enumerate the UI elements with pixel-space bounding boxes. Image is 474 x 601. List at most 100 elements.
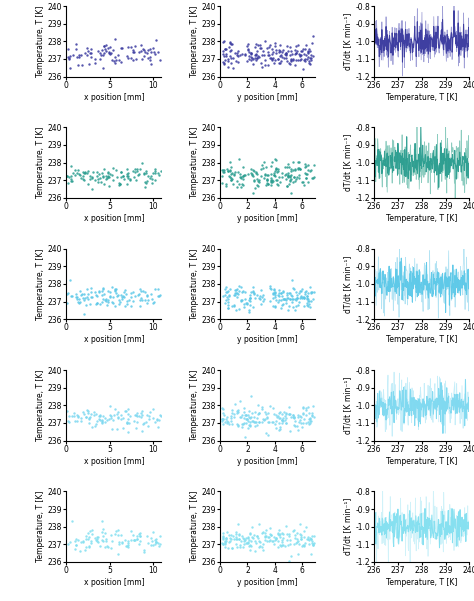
Point	[257, 299, 264, 309]
Point	[270, 284, 278, 294]
Point	[127, 293, 135, 302]
Point	[300, 541, 307, 551]
Point	[95, 287, 103, 297]
Point	[299, 64, 307, 73]
Point	[300, 415, 308, 424]
Point	[248, 170, 256, 180]
Point	[249, 302, 257, 311]
Point	[305, 296, 313, 306]
Point	[274, 536, 282, 546]
Point	[221, 284, 228, 293]
Point	[142, 178, 149, 188]
Point	[97, 299, 104, 309]
Point	[268, 55, 275, 64]
Point	[118, 172, 125, 182]
Point	[219, 165, 227, 174]
Point	[64, 44, 72, 54]
Point	[111, 284, 119, 294]
Point	[137, 528, 144, 538]
X-axis label: Temperature, T [K]: Temperature, T [K]	[386, 93, 457, 102]
Point	[155, 168, 162, 178]
Point	[246, 421, 254, 431]
Point	[221, 297, 228, 307]
Point	[155, 422, 162, 432]
Point	[306, 58, 313, 68]
Point	[287, 174, 295, 183]
Y-axis label: Temperature, T [K]: Temperature, T [K]	[190, 127, 199, 198]
Point	[264, 408, 272, 418]
Point	[301, 293, 308, 302]
Point	[125, 404, 132, 413]
Point	[246, 529, 254, 538]
Point	[107, 48, 115, 58]
Point	[285, 556, 292, 566]
Point	[260, 157, 268, 166]
Point	[304, 296, 312, 306]
Point	[264, 532, 272, 542]
Point	[85, 542, 93, 552]
Point	[274, 180, 282, 190]
Y-axis label: Temperature, T [K]: Temperature, T [K]	[190, 491, 199, 563]
Point	[240, 538, 248, 548]
Point	[227, 58, 235, 68]
Point	[66, 275, 74, 285]
Point	[266, 53, 273, 63]
Point	[271, 535, 278, 545]
Point	[240, 162, 247, 172]
Point	[104, 172, 112, 182]
Point	[128, 535, 135, 545]
Point	[248, 407, 255, 417]
Point	[106, 291, 114, 301]
Point	[267, 180, 274, 189]
Point	[124, 165, 131, 174]
Point	[231, 170, 238, 180]
Point	[274, 529, 282, 539]
Point	[275, 418, 283, 428]
Point	[229, 179, 237, 189]
Point	[64, 172, 71, 182]
Point	[249, 188, 257, 198]
Point	[242, 410, 250, 420]
Point	[95, 415, 103, 424]
Point	[131, 164, 139, 174]
Point	[298, 541, 306, 551]
Point	[93, 532, 101, 542]
Point	[305, 535, 312, 545]
Point	[255, 537, 262, 546]
Point	[270, 285, 277, 295]
Point	[268, 175, 275, 185]
Point	[73, 44, 80, 53]
Point	[241, 302, 248, 312]
Point	[272, 46, 280, 55]
Point	[307, 534, 315, 543]
Point	[124, 409, 131, 419]
Point	[239, 542, 247, 552]
Point	[308, 296, 315, 306]
Point	[65, 412, 73, 421]
Point	[255, 181, 262, 191]
Point	[70, 50, 77, 60]
Point	[141, 168, 148, 178]
Point	[127, 42, 135, 52]
Point	[100, 178, 108, 188]
Point	[279, 45, 286, 55]
Point	[137, 164, 144, 174]
Point	[308, 287, 315, 296]
Point	[97, 177, 105, 187]
Point	[275, 530, 283, 540]
Point	[297, 286, 304, 296]
Point	[237, 536, 245, 546]
Point	[253, 413, 260, 423]
Point	[277, 56, 285, 66]
Point	[84, 179, 92, 189]
Point	[226, 166, 234, 176]
Point	[303, 173, 310, 183]
Point	[263, 412, 271, 421]
Point	[288, 297, 296, 307]
Point	[286, 175, 293, 185]
Point	[286, 539, 294, 549]
Point	[113, 291, 120, 300]
Point	[260, 172, 267, 182]
Point	[262, 180, 270, 190]
Point	[102, 534, 110, 543]
